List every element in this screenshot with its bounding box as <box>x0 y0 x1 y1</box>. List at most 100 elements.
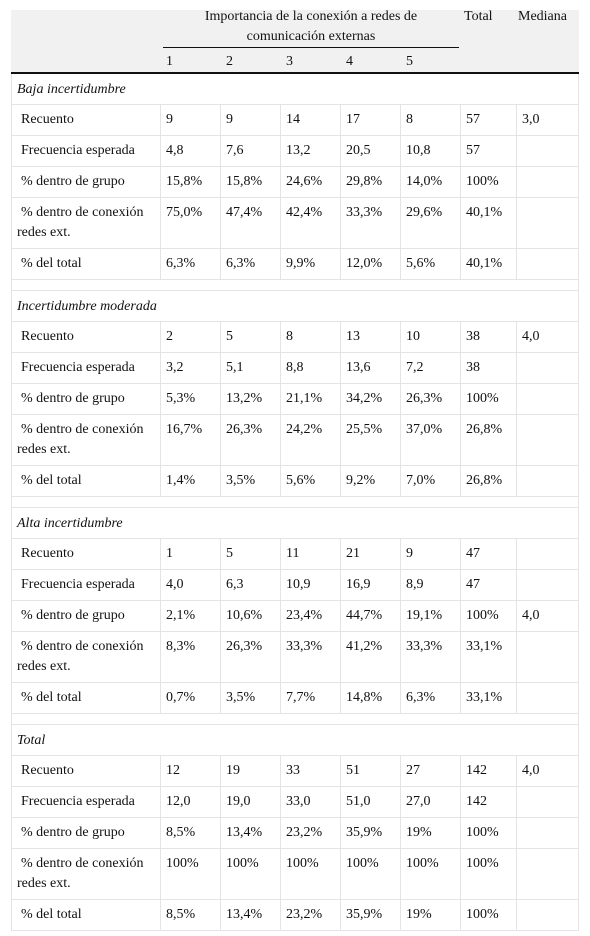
text: 19% <box>406 825 432 840</box>
text: 13,4% <box>226 907 263 922</box>
text: 12 <box>166 763 180 778</box>
text: 13,6 <box>346 360 371 375</box>
cell: 8,3% <box>161 632 221 683</box>
text: 23,2% <box>286 825 323 840</box>
text: 3,5% <box>226 473 256 488</box>
cell: 5,6% <box>401 249 461 280</box>
group-title: Baja incertidumbre <box>11 74 579 105</box>
text: 9,2% <box>346 473 376 488</box>
text: 27,0 <box>406 794 431 809</box>
cell: 100% <box>161 849 221 900</box>
cell: 19% <box>401 818 461 849</box>
cell: 4,8 <box>161 136 221 167</box>
text: 11 <box>286 546 300 561</box>
text: 13,2 <box>286 143 311 158</box>
text: % dentro de conexión redes ext. <box>17 856 144 891</box>
text: 57 <box>466 143 480 158</box>
text: 100% <box>286 856 319 871</box>
cell: 51 <box>341 756 401 787</box>
row-label: Frecuencia esperada <box>11 787 161 818</box>
text: 44,7% <box>346 608 383 623</box>
text: 100% <box>466 391 499 406</box>
cell: 17 <box>341 105 401 136</box>
row-label: % dentro de grupo <box>11 818 161 849</box>
text: 8 <box>406 112 413 127</box>
text: 6,3% <box>406 690 436 705</box>
cell: 5 <box>221 322 281 353</box>
cell: 12 <box>161 756 221 787</box>
cell: 4,0 <box>161 570 221 601</box>
median-cell-empty <box>517 167 579 198</box>
cell: 26,3% <box>401 384 461 415</box>
text: 1,4% <box>166 473 196 488</box>
text: 9 <box>406 546 413 561</box>
cell: 40,1% <box>461 249 517 280</box>
cell: 13,4% <box>221 900 281 931</box>
cell: 8 <box>281 322 341 353</box>
text: 4,8 <box>166 143 184 158</box>
row-label: % dentro de grupo <box>11 601 161 632</box>
cell: 26,8% <box>461 466 517 497</box>
text: 33,1% <box>466 639 503 654</box>
text: Frecuencia esperada <box>21 360 135 375</box>
text: % del total <box>21 256 82 271</box>
text: Mediana <box>518 9 567 24</box>
cell: 44,7% <box>341 601 401 632</box>
text: 40,1% <box>466 205 503 220</box>
text: 3,5% <box>226 690 256 705</box>
text: 3 <box>286 54 293 69</box>
median-cell-empty <box>517 249 579 280</box>
cell: 34,2% <box>341 384 401 415</box>
text: 8 <box>286 329 293 344</box>
cell: 100% <box>341 849 401 900</box>
column-header: 2 <box>221 52 281 72</box>
cell: 10,6% <box>221 601 281 632</box>
text: 9 <box>226 112 233 127</box>
median-cell-empty <box>517 384 579 415</box>
cell: 47 <box>461 539 517 570</box>
text: 27 <box>406 763 420 778</box>
text: 6,3% <box>166 256 196 271</box>
text: 142 <box>466 794 487 809</box>
cell: 7,7% <box>281 683 341 714</box>
text: 38 <box>466 360 480 375</box>
text: 24,2% <box>286 422 323 437</box>
cell: 142 <box>461 756 517 787</box>
text: 13,2% <box>226 391 263 406</box>
text: 19% <box>406 907 432 922</box>
text: 15,8% <box>226 174 263 189</box>
text: 8,9 <box>406 577 424 592</box>
text: 5 <box>226 546 233 561</box>
text: 33,3% <box>406 639 443 654</box>
text: 0,7% <box>166 690 196 705</box>
cell: 3,5% <box>221 466 281 497</box>
header-bg <box>11 10 579 74</box>
row-label: Frecuencia esperada <box>11 136 161 167</box>
text: 6,3 <box>226 577 244 592</box>
text: 8,3% <box>166 639 196 654</box>
text: % dentro de conexión redes ext. <box>17 422 144 457</box>
cell: 38 <box>461 322 517 353</box>
cell: 9 <box>221 105 281 136</box>
cell: 3,2 <box>161 353 221 384</box>
text: 5,3% <box>166 391 196 406</box>
text: 51,0 <box>346 794 371 809</box>
cell: 2 <box>161 322 221 353</box>
text: 29,8% <box>346 174 383 189</box>
cell: 40,1% <box>461 198 517 249</box>
text: 7,6 <box>226 143 244 158</box>
cell: 26,8% <box>461 415 517 466</box>
text: 4,0 <box>166 577 184 592</box>
cell: 16,7% <box>161 415 221 466</box>
text: 100% <box>466 856 499 871</box>
cell: 8,5% <box>161 818 221 849</box>
text: 8,5% <box>166 825 196 840</box>
text: % dentro de grupo <box>21 608 125 623</box>
median-cell: 4,0 <box>517 756 579 787</box>
cell: 33,1% <box>461 683 517 714</box>
median-header: Mediana <box>517 7 579 27</box>
cell: 8,9 <box>401 570 461 601</box>
text: 100% <box>466 174 499 189</box>
text: 35,9% <box>346 907 383 922</box>
median-cell-empty <box>517 353 579 384</box>
